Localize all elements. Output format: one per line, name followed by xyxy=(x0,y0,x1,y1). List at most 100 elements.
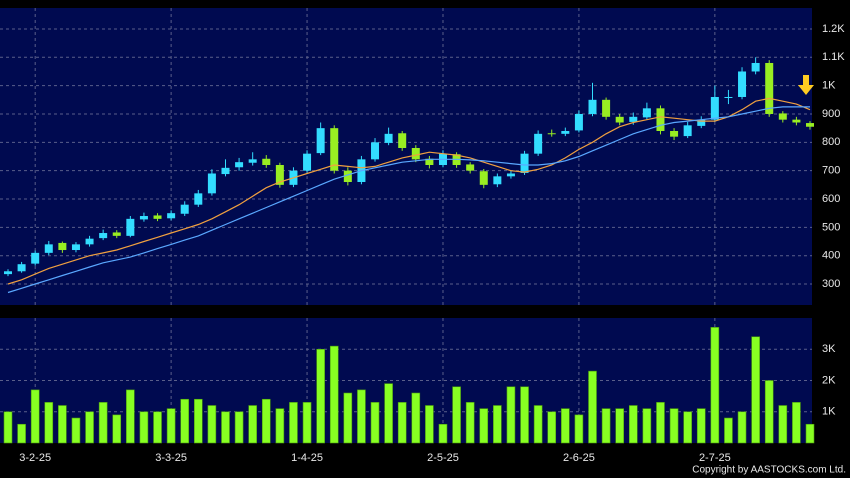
candle-body xyxy=(99,233,108,239)
candle-body xyxy=(398,133,407,148)
candle-body xyxy=(778,113,787,120)
volume-bar xyxy=(221,411,230,444)
volume-bar xyxy=(180,398,190,444)
candle-body xyxy=(806,123,814,127)
candle-body xyxy=(85,238,94,245)
candle-body xyxy=(738,71,747,97)
candle-body xyxy=(547,133,556,135)
volume-bar xyxy=(493,405,502,444)
candle-body xyxy=(112,232,121,236)
candle-body xyxy=(153,215,162,219)
candle-body xyxy=(534,133,543,154)
volume-bar xyxy=(574,414,584,444)
candle-body xyxy=(574,113,583,131)
y-tick-label: 2K xyxy=(822,374,836,386)
candle-body xyxy=(194,193,203,205)
volume-bar xyxy=(58,405,67,444)
candle-body xyxy=(235,162,244,168)
volume-bar xyxy=(710,327,720,444)
copyright: Copyright by AASTOCKS.com Ltd. xyxy=(692,465,846,476)
marks xyxy=(3,57,815,444)
volume-bar xyxy=(194,398,203,444)
y-tick-label: 400 xyxy=(822,250,840,262)
volume-bar xyxy=(153,411,162,444)
volume-bar xyxy=(85,411,94,444)
y-tick-label: 1K xyxy=(822,80,836,92)
volume-bar xyxy=(275,408,285,444)
x-tick-label: 3-3-25 xyxy=(155,452,187,464)
price-panel xyxy=(0,8,812,305)
candle-body xyxy=(683,125,692,137)
y-tick-label: 1K xyxy=(822,406,836,418)
candle-body xyxy=(520,153,529,173)
candle-body xyxy=(17,264,26,272)
candle-body xyxy=(710,96,719,120)
volume-bar xyxy=(547,411,557,444)
candle-body xyxy=(724,96,733,98)
candle-body xyxy=(371,142,380,160)
volume-bar xyxy=(520,386,529,444)
y-tick-label: 700 xyxy=(822,165,840,177)
volume-bar xyxy=(506,386,516,444)
volume-bar xyxy=(588,370,597,444)
candle-body xyxy=(792,119,801,123)
candle-body xyxy=(180,204,189,214)
candle-body xyxy=(561,130,570,134)
volume-bar xyxy=(628,405,638,444)
candle-body xyxy=(411,147,420,160)
volume-bar xyxy=(139,411,149,444)
volume-bar xyxy=(248,405,257,444)
volume-bar xyxy=(737,411,747,444)
volume-bar xyxy=(465,402,475,444)
candle-body xyxy=(656,108,665,131)
candle-body xyxy=(670,130,679,137)
volume-bar xyxy=(166,408,176,444)
candle-body xyxy=(602,99,611,117)
candle-body xyxy=(466,164,475,171)
candle-body xyxy=(615,116,624,123)
candle-body xyxy=(588,99,597,114)
y-tick-label: 600 xyxy=(822,193,840,205)
candle-body xyxy=(493,176,502,185)
candle-body xyxy=(207,173,216,194)
x-tick-label: 2-5-25 xyxy=(427,452,459,464)
candle-body xyxy=(58,242,67,251)
candle-body xyxy=(167,213,176,219)
candle-body xyxy=(31,252,40,264)
candle-body xyxy=(126,218,135,236)
moving-average-line xyxy=(7,106,810,294)
volume-bar xyxy=(126,389,135,444)
volume-bar xyxy=(329,345,339,444)
y-tick-label: 1.2K xyxy=(822,23,845,35)
x-tick-label: 2-6-25 xyxy=(563,452,595,464)
arrow-icon xyxy=(798,75,814,95)
candle-body xyxy=(642,108,651,118)
volume-bar xyxy=(669,408,679,444)
volume-bar xyxy=(805,423,815,444)
candle-body xyxy=(262,158,271,166)
candle-body xyxy=(248,159,257,163)
volume-bar xyxy=(561,408,570,444)
candle-body xyxy=(221,167,230,175)
candle-body xyxy=(316,128,325,154)
volume-bar xyxy=(316,348,325,444)
volume-bar xyxy=(207,405,217,444)
candle-body xyxy=(343,170,352,183)
volume-bar xyxy=(98,402,108,444)
candle-body xyxy=(275,165,284,185)
volume-bar xyxy=(479,408,489,444)
volume-bar xyxy=(30,389,40,444)
candle-body xyxy=(4,271,12,275)
volume-bar xyxy=(71,417,81,444)
volume-bar xyxy=(642,408,652,444)
volume-bar xyxy=(533,405,543,444)
candle-body xyxy=(629,116,638,122)
volume-bar xyxy=(438,423,448,444)
x-tick-label: 2-7-25 xyxy=(699,452,731,464)
volume-bar xyxy=(112,414,122,444)
candle-body xyxy=(751,62,760,72)
x-tick-label: 3-2-25 xyxy=(19,452,51,464)
y-tick-label: 900 xyxy=(822,108,840,120)
volume-bar xyxy=(302,402,312,444)
volume-bar xyxy=(397,402,407,444)
